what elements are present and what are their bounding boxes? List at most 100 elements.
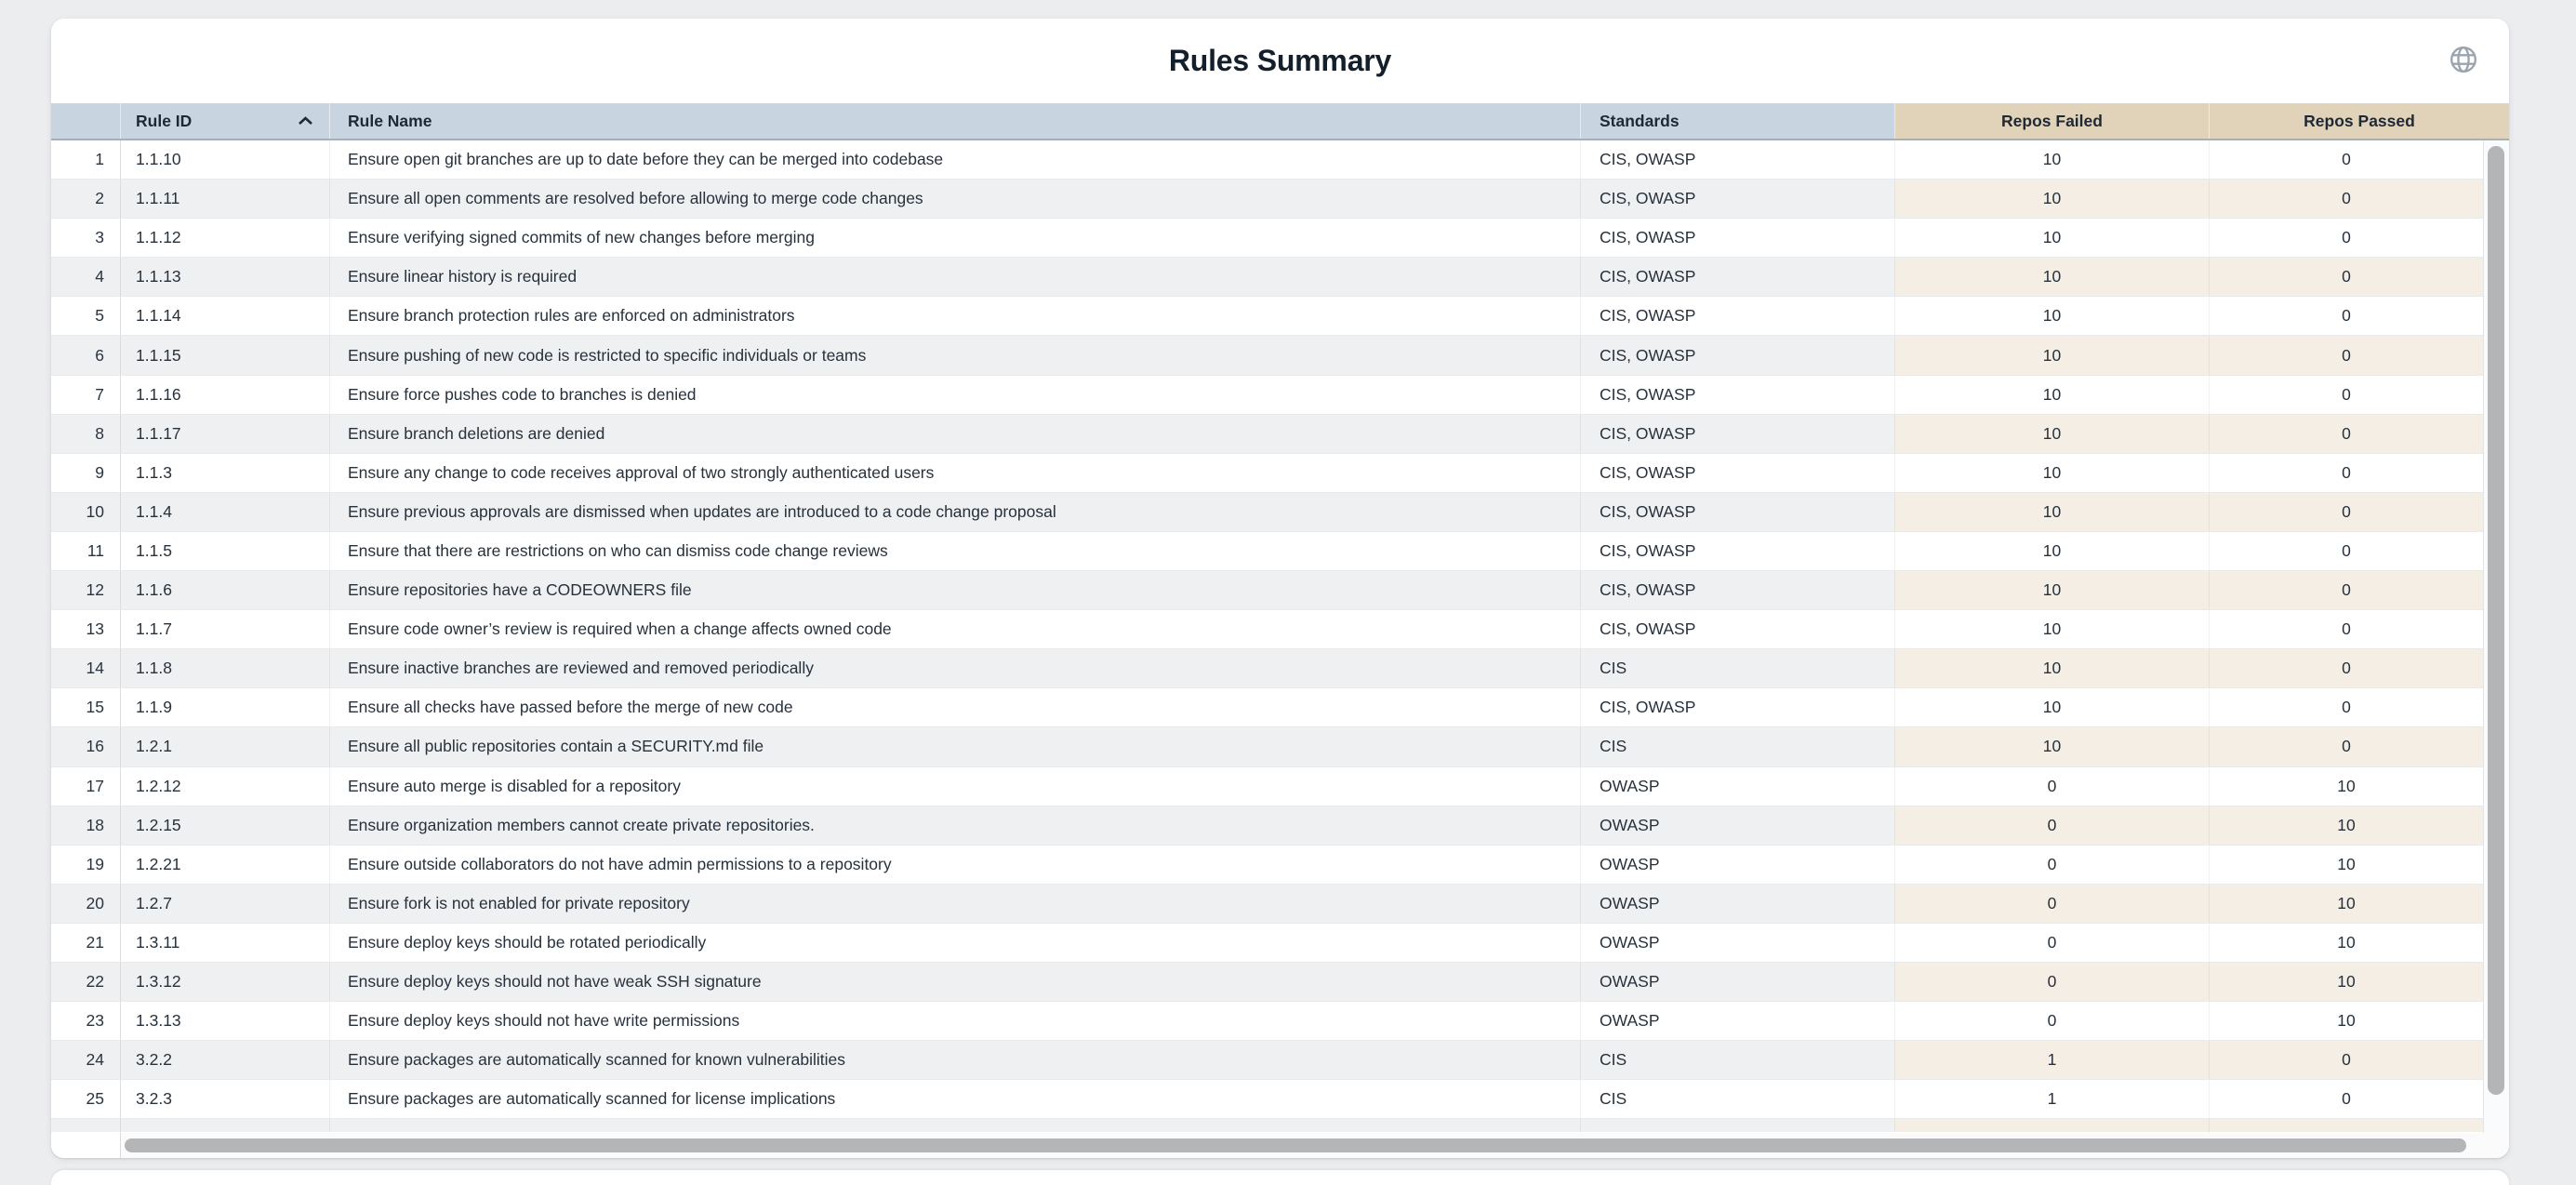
table-row[interactable]: 14 1.1.8 Ensure inactive branches are revi… — [51, 649, 2483, 689]
cell-index: 7 — [51, 375, 121, 414]
cell-rule-id: 1.3.12 — [121, 962, 330, 1002]
cell-standards: CIS — [1581, 649, 1895, 688]
table-row[interactable]: 20 1.2.7 Ensure fork is not enabled for pr… — [51, 884, 2483, 924]
cell-rule-name: Ensure inactive branches are reviewed an… — [330, 649, 1581, 688]
cell-repos-failed: 0 — [1895, 1002, 2210, 1041]
table-row[interactable]: 4 1.1.13 Ensure linear history is required… — [51, 258, 2483, 298]
table-row[interactable]: 9 1.1.3 Ensure any change to code receives… — [51, 453, 2483, 493]
vertical-scrollbar-track[interactable] — [2483, 140, 2509, 1133]
cell-repos-passed: 0 — [2342, 619, 2351, 639]
cell-repos-passed: 10 — [2337, 932, 2356, 952]
cell-repos-failed: 10 — [1895, 727, 2210, 766]
table-row[interactable]: 12 1.1.6 Ensure repositories have a CODEOW… — [51, 571, 2483, 611]
table-row[interactable]: 19 1.2.21 Ensure outside collaborators do … — [51, 845, 2483, 885]
cell-standards: OWASP — [1581, 845, 1895, 884]
cell-repos-failed: 10 — [1895, 336, 2210, 375]
cell-rule-id: 3.2.3 — [121, 1080, 330, 1119]
column-header-index[interactable] — [51, 103, 121, 139]
cell-rule-id: 1.1.15 — [121, 336, 330, 375]
cell-repos-failed: 0 — [1895, 923, 2210, 962]
column-header-label: Standards — [1600, 111, 1680, 130]
cell-rule-id: 1.1.10 — [121, 140, 330, 180]
scrollbar-corner — [51, 1133, 121, 1158]
horizontal-scrollbar-track[interactable] — [121, 1133, 2509, 1158]
table-row[interactable]: 13 1.1.7 Ensure code owner’s review is req… — [51, 610, 2483, 650]
cell-standards: CIS, OWASP — [1581, 571, 1895, 610]
cell-repos-failed: 0 — [1895, 962, 2210, 1002]
cell-rule-id: 1.2.15 — [121, 806, 330, 845]
column-header-rule-id[interactable]: Rule ID — [121, 103, 330, 139]
cell-rule-id: 1.1.9 — [121, 688, 330, 727]
horizontal-scrollbar-thumb[interactable] — [125, 1138, 2466, 1152]
cell-repos-passed: 0 — [2210, 649, 2483, 688]
cell-standards: CIS — [1581, 1041, 1895, 1080]
cell-standards: CIS, OWASP — [1581, 531, 1895, 571]
cell-repos-passed: 0 — [2210, 492, 2483, 531]
cell-repos-failed: 0 — [1895, 806, 2210, 845]
cell-rule-name: Ensure organization members cannot creat… — [330, 806, 1581, 845]
table-row[interactable]: 3 1.1.12 Ensure verifying signed commits o… — [51, 219, 2483, 259]
cell-repos-passed: 0 — [2342, 150, 2351, 169]
column-header-standards[interactable]: Standards — [1581, 103, 1895, 139]
cell-rule-name: Ensure code owner’s review is required w… — [330, 610, 1581, 649]
cell-standards: CIS, OWASP — [1581, 492, 1895, 531]
column-header-repos-passed[interactable]: Repos Passed — [2210, 103, 2509, 139]
table-row[interactable]: 10 1.1.4 Ensure previous approvals are dis… — [51, 492, 2483, 532]
cell-repos-failed: 10 — [1895, 140, 2210, 180]
cell-repos-passed: 0 — [2210, 180, 2483, 219]
table-row[interactable]: 25 3.2.3 Ensure packages are automatically… — [51, 1080, 2483, 1120]
cell-repos-failed — [1895, 1119, 2210, 1133]
table-row[interactable]: 6 1.1.15 Ensure pushing of new code is res… — [51, 336, 2483, 376]
cell-index: 13 — [51, 610, 121, 649]
cell-index: 21 — [51, 923, 121, 962]
cell-index: 3 — [51, 219, 121, 258]
table-row[interactable]: 16 1.2.1 Ensure all public repositories co… — [51, 727, 2483, 767]
cell-standards: CIS, OWASP — [1581, 297, 1895, 336]
table-row[interactable]: 23 1.3.13 Ensure deploy keys should not ha… — [51, 1002, 2483, 1042]
table-row[interactable]: 22 1.3.12 Ensure deploy keys should not ha… — [51, 962, 2483, 1003]
cell-rule-name: Ensure packages are automatically scanne… — [330, 1041, 1581, 1080]
table-row[interactable]: 8 1.1.17 Ensure branch deletions are denie… — [51, 414, 2483, 454]
cell-repos-failed: 10 — [1895, 297, 2210, 336]
bottom-scrollbar-strip — [51, 1133, 2509, 1158]
cell-rule-id: 1.1.13 — [121, 258, 330, 297]
column-header-rule-name[interactable]: Rule Name — [330, 103, 1581, 139]
vertical-scrollbar-thumb[interactable] — [2488, 146, 2504, 1095]
table-row[interactable]: 7 1.1.16 Ensure force pushes code to branc… — [51, 375, 2483, 415]
cell-rule-name: Ensure deploy keys should not have write… — [330, 1002, 1581, 1041]
cell-repos-failed: 10 — [1895, 180, 2210, 219]
table-row[interactable]: 2 1.1.11 Ensure all open comments are reso… — [51, 180, 2483, 220]
column-header-label: Rule Name — [348, 111, 432, 130]
table-row[interactable]: 18 1.2.15 Ensure organization members cann… — [51, 806, 2483, 845]
cell-index: 15 — [51, 688, 121, 727]
table-row[interactable]: 17 1.2.12 Ensure auto merge is disabled fo… — [51, 766, 2483, 806]
cell-standards: OWASP — [1581, 766, 1895, 806]
cell-repos-failed: 0 — [1895, 884, 2210, 923]
table-row[interactable]: 24 3.2.2 Ensure packages are automatically… — [51, 1041, 2483, 1081]
cell-rule-id: 1.1.8 — [121, 649, 330, 688]
cell-rule-id: 1.3.13 — [121, 1002, 330, 1041]
cell-standards: CIS, OWASP — [1581, 610, 1895, 649]
column-header-repos-failed[interactable]: Repos Failed — [1895, 103, 2210, 139]
table-row[interactable]: 15 1.1.9 Ensure all checks have passed bef… — [51, 688, 2483, 728]
cell-index: 10 — [51, 492, 121, 531]
cell-rule-id: 1.1.14 — [121, 297, 330, 336]
globe-button[interactable] — [2449, 45, 2478, 74]
cell-repos-passed: 0 — [2210, 571, 2483, 610]
page-title: Rules Summary — [1168, 44, 1392, 77]
cell-standards: CIS, OWASP — [1581, 453, 1895, 492]
cell-repos-passed: 0 — [2342, 698, 2351, 717]
cell-rule-name: Ensure repositories have a CODEOWNERS fi… — [330, 571, 1581, 610]
cell-rule-id: 1.2.21 — [121, 845, 330, 884]
cell-standards: OWASP — [1581, 884, 1895, 923]
table-row[interactable]: 21 1.3.11 Ensure deploy keys should be rot… — [51, 923, 2483, 963]
table-row[interactable]: 11 1.1.5 Ensure that there are restriction… — [51, 531, 2483, 572]
table-row[interactable]: 5 1.1.14 Ensure branch protection rules ar… — [51, 297, 2483, 337]
cell-rule-id: 1.1.4 — [121, 492, 330, 531]
cell-index: 17 — [51, 766, 121, 806]
table-row[interactable]: 1 1.1.10 Ensure open git branches are up t… — [51, 140, 2483, 180]
card-header: Rules Summary — [51, 19, 2509, 103]
cell-index: 14 — [51, 649, 121, 688]
cell-standards: CIS, OWASP — [1581, 219, 1895, 258]
cell-repos-failed: 10 — [1895, 531, 2210, 571]
